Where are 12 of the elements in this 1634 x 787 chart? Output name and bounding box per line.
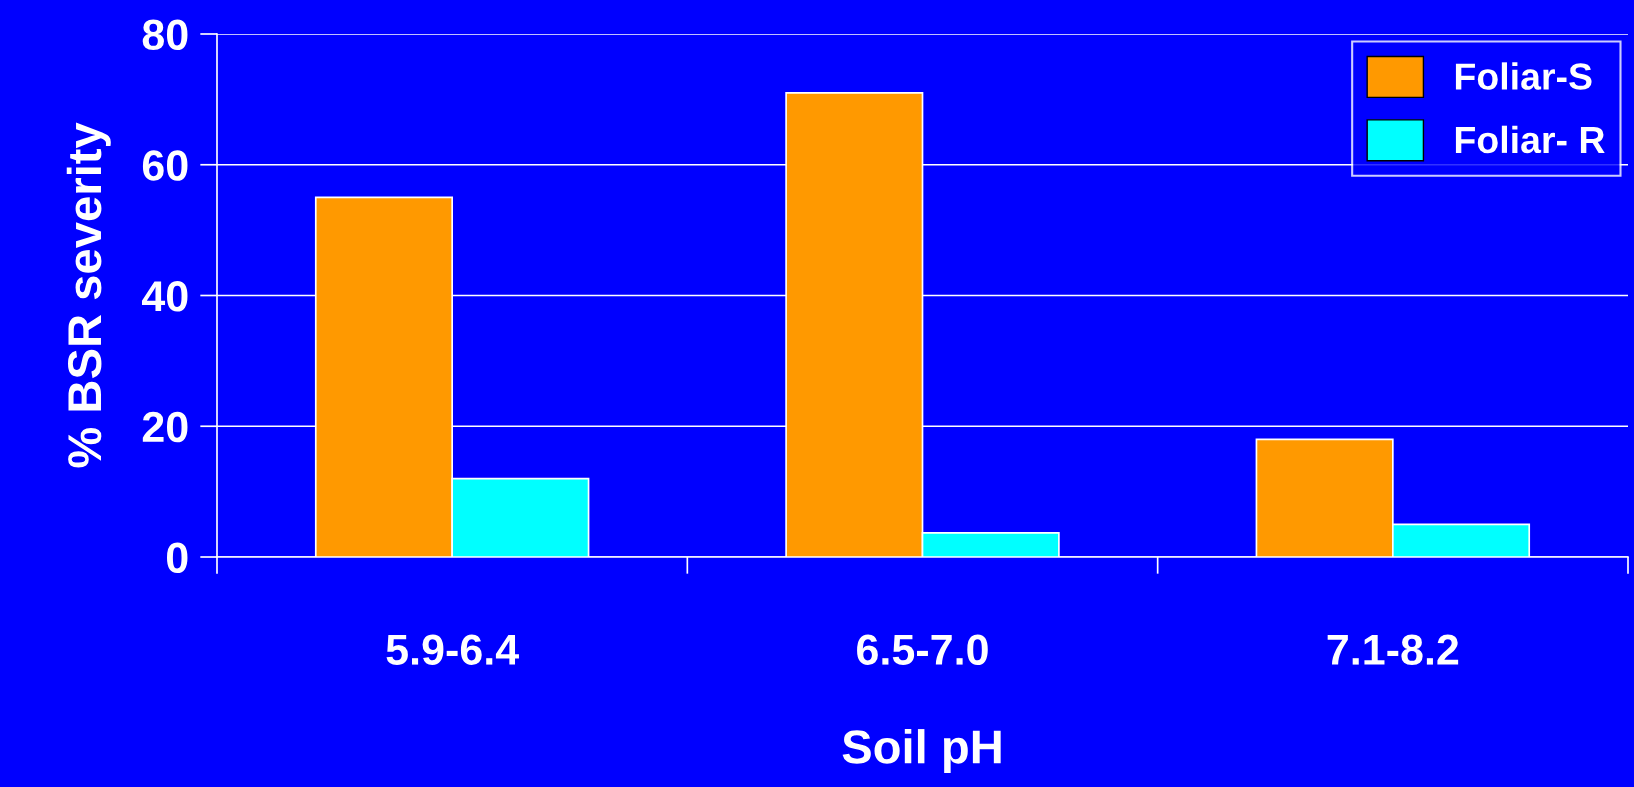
- y-tick-label: 0: [166, 542, 188, 574]
- x-tick-label: 7.1-8.2: [1327, 634, 1459, 666]
- legend-label: Foliar-S: [1455, 62, 1592, 90]
- x-tick-label: 6.5-7.0: [857, 634, 988, 666]
- y-tick-label: 80: [142, 19, 188, 51]
- legend-label: Foliar- R: [1455, 125, 1605, 154]
- y-axis-title: % BSR severity: [66, 122, 111, 468]
- x-tick-label: 5.9-6.4: [386, 634, 519, 666]
- y-tick-label: 40: [141, 281, 188, 312]
- x-axis-title: Soil pH: [842, 729, 1001, 774]
- y-tick-label: 20: [142, 411, 188, 443]
- y-tick-label: 60: [142, 150, 188, 181]
